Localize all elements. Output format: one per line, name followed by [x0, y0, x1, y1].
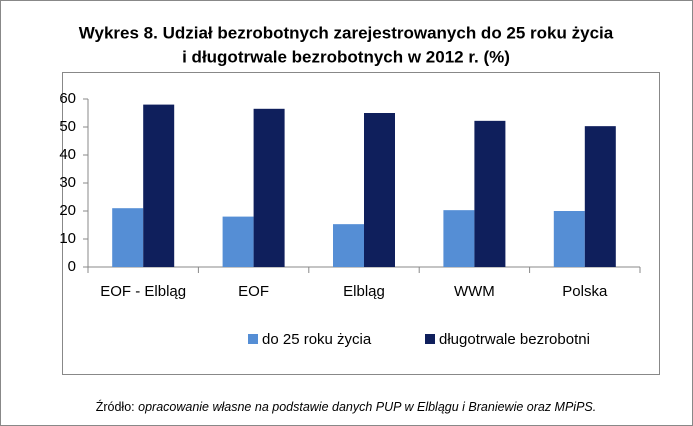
x-tick-label: EOF [238, 283, 269, 300]
chart-title: i długotrwale bezrobotnych w 2012 r. (%) [182, 47, 510, 66]
x-tick-label: WWM [454, 283, 495, 300]
bar [333, 224, 364, 267]
bar [474, 120, 506, 267]
legend-label: do 25 roku życia [262, 331, 372, 348]
legend-swatch [248, 334, 258, 344]
y-tick-label: 30 [59, 174, 76, 191]
source-text: opracowanie własne na podstawie danych P… [138, 400, 596, 414]
y-tick-label: 60 [59, 90, 76, 107]
source: Źródło: opracowanie własne na podstawie … [96, 399, 597, 414]
legend-label: długotrwale bezrobotni [439, 331, 590, 348]
chart-title: Wykres 8. Udział bezrobotnych zarejestro… [79, 23, 614, 42]
legend-swatch [425, 334, 435, 344]
bar [364, 113, 395, 267]
y-tick-label: 40 [59, 146, 76, 163]
x-tick-label: Elbląg [343, 283, 385, 300]
y-tick-label: 0 [68, 258, 76, 275]
y-tick-label: 50 [59, 118, 76, 135]
bar [143, 104, 175, 267]
x-tick-label: EOF - Elbląg [100, 283, 186, 300]
y-tick-label: 10 [59, 230, 76, 247]
bar [253, 108, 285, 267]
bar [584, 126, 616, 267]
source-label: Źródło: [96, 399, 135, 414]
bar [222, 216, 254, 267]
bar [553, 211, 585, 267]
y-tick-label: 20 [59, 202, 76, 219]
bar [112, 208, 144, 267]
x-tick-label: Polska [562, 283, 608, 300]
bar [443, 210, 475, 267]
